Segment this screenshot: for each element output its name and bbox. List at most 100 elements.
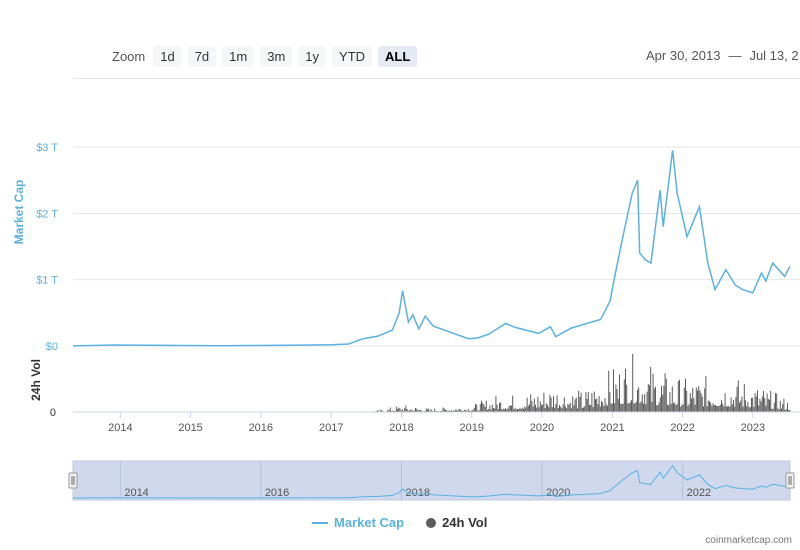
volume-bar	[424, 410, 426, 412]
volume-bar	[657, 404, 659, 412]
volume-bar	[565, 406, 566, 412]
volume-bar	[459, 408, 461, 412]
volume-bar	[671, 386, 673, 412]
volume-bar	[428, 408, 430, 412]
volume-bar	[410, 409, 412, 412]
volume-bar	[431, 410, 433, 412]
volume-bar	[418, 410, 420, 412]
toolbar-divider	[73, 78, 800, 79]
zoom-7d-button[interactable]: 7d	[187, 45, 217, 67]
volume-bar	[783, 398, 785, 412]
volume-bar	[500, 402, 502, 412]
volume-bar	[676, 404, 678, 412]
volume-bar	[573, 405, 575, 412]
volume-bar	[725, 406, 727, 412]
volume-bar	[782, 404, 784, 412]
volume-bar	[454, 409, 456, 412]
zoom-all-button[interactable]: ALL	[378, 45, 418, 67]
volume-bar	[645, 404, 647, 412]
volume-bar	[769, 399, 770, 412]
volume-bar	[707, 400, 709, 412]
date-range: Apr 30, 2013 — Jul 13, 2	[646, 48, 799, 63]
volume-bar	[772, 408, 774, 412]
navigator-left-handle[interactable]	[68, 472, 78, 489]
volume-bar	[457, 410, 458, 412]
volume-bar	[537, 396, 539, 412]
volume-bar	[403, 410, 404, 412]
volume-bar	[569, 402, 571, 412]
volume-bar	[560, 406, 562, 412]
volume-bar	[488, 408, 490, 412]
navigator-tick-label: 2018	[405, 487, 429, 499]
volume-bar	[557, 407, 559, 412]
volume-bar	[505, 408, 506, 412]
volume-bar	[494, 408, 496, 412]
volume-bar	[416, 408, 418, 412]
volume-bar	[399, 408, 401, 412]
volume-bar	[415, 408, 416, 412]
zoom-1d-button[interactable]: 1d	[153, 45, 182, 67]
volume-bar	[653, 388, 655, 412]
volume-bar	[752, 397, 754, 412]
volume-bar	[523, 408, 524, 412]
volume-bar	[688, 403, 690, 412]
zoom-ytd-button[interactable]: YTD	[332, 45, 373, 67]
volume-bar	[589, 404, 590, 412]
volume-bar	[704, 388, 706, 412]
volume-bar	[479, 404, 481, 412]
volume-bar	[755, 396, 757, 412]
volume-bar	[723, 406, 725, 412]
volume-bar	[683, 387, 685, 412]
x-tick-label: 2022	[670, 422, 694, 434]
volume-bar	[597, 404, 599, 412]
zoom-3m-button[interactable]: 3m	[260, 45, 293, 67]
volume-bar	[649, 385, 650, 412]
volume-bar	[482, 403, 484, 412]
range-from[interactable]: Apr 30, 2013	[646, 48, 721, 63]
volume-bar	[787, 402, 788, 412]
volume-bar	[571, 408, 572, 412]
volume-bar	[562, 404, 564, 412]
volume-bar	[411, 409, 413, 412]
volume-bar	[748, 407, 750, 412]
volume-bar	[663, 385, 665, 412]
volume-bar	[667, 404, 668, 412]
volume-bar	[771, 408, 773, 412]
volume-bar	[453, 410, 455, 412]
navigator-tick-label: 2016	[265, 487, 289, 499]
credit-text[interactable]: coinmarketcap.com	[705, 535, 792, 546]
volume-bar	[631, 399, 632, 412]
volume-bar	[687, 405, 689, 412]
volume-bar	[743, 384, 745, 412]
range-to[interactable]: Jul 13, 2	[749, 48, 799, 63]
volume-bar	[499, 402, 500, 412]
navigator-tick-label: 2022	[687, 487, 711, 499]
volume-bar	[501, 409, 503, 412]
market-cap-chart[interactable]: $0 $1 T $2 T $3 T Market Cap 24h Vol 0 2014 2015…	[0, 0, 800, 510]
volume-bar	[568, 404, 570, 412]
volume-bar	[579, 397, 581, 412]
volume-bar	[602, 402, 604, 412]
volume-bar	[478, 410, 480, 412]
legend-market-cap[interactable]: Market Cap	[312, 515, 404, 530]
volume-bar	[784, 409, 786, 412]
volume-bar	[753, 407, 755, 412]
zoom-1y-button[interactable]: 1y	[298, 45, 327, 67]
volume-bar	[561, 408, 563, 412]
x-tick-label: 2020	[530, 422, 554, 434]
volume-bar	[608, 370, 610, 412]
volume-bar	[721, 400, 722, 412]
volume-bar	[699, 390, 701, 412]
volume-bar	[741, 396, 743, 412]
volume-bar	[446, 410, 448, 412]
volume-bar	[761, 396, 763, 412]
legend-volume[interactable]: 24h Vol	[426, 515, 487, 530]
volume-bar	[514, 407, 516, 412]
zoom-1m-button[interactable]: 1m	[222, 45, 255, 67]
volume-bar	[764, 398, 766, 412]
volume-bar	[733, 400, 734, 412]
volume-bar	[509, 405, 511, 412]
range-separator: —	[728, 48, 742, 63]
navigator-right-handle[interactable]	[785, 472, 795, 489]
volume-bar	[661, 385, 662, 412]
